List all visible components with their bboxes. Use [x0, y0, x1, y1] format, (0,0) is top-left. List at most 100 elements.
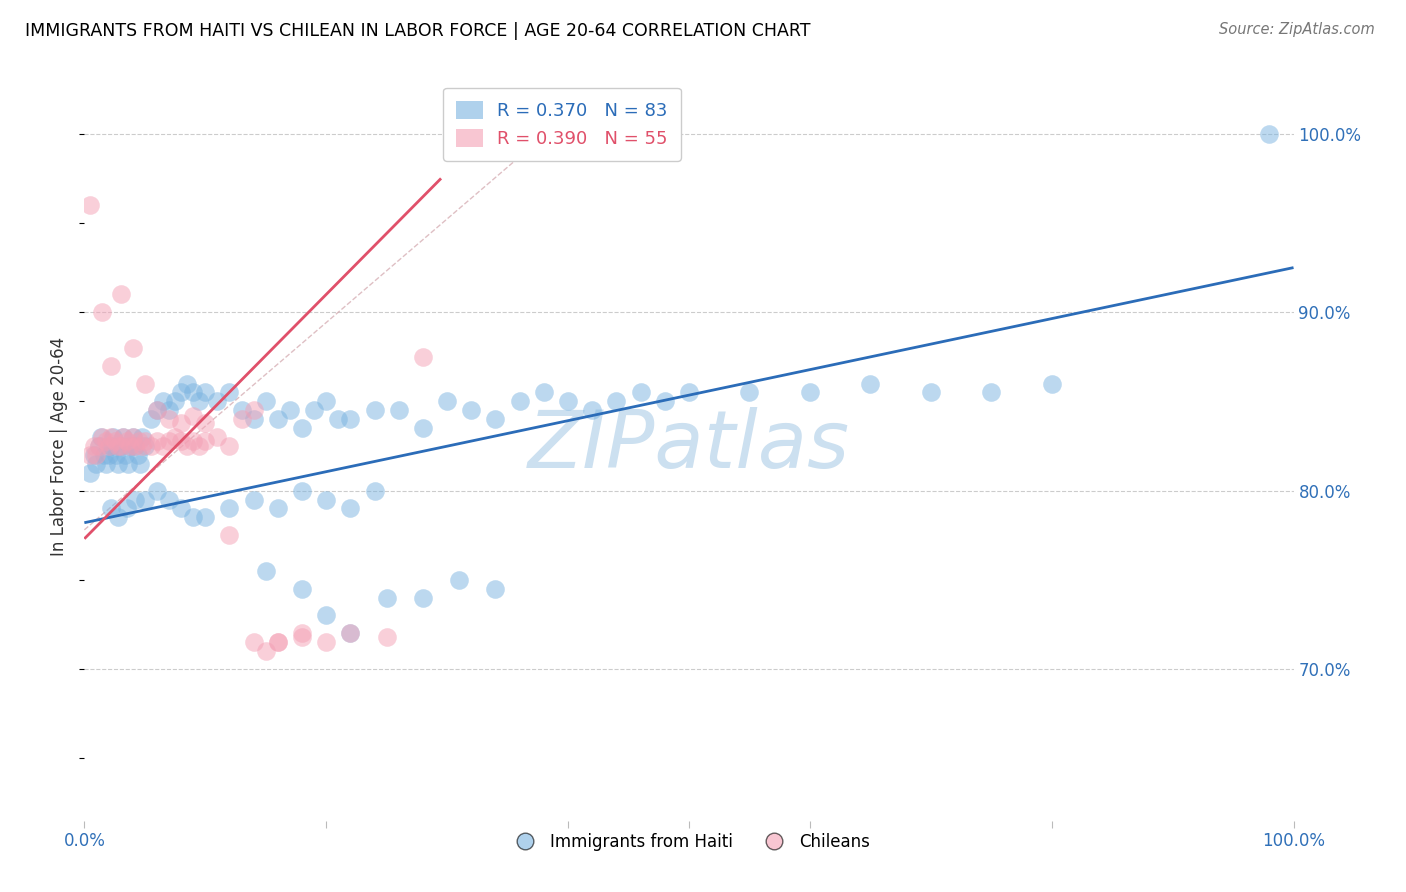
- Point: [188, 394, 211, 409]
- Point: [152, 439, 174, 453]
- Point: [79, 466, 101, 480]
- Point: [157, 403, 180, 417]
- Point: [121, 430, 143, 444]
- Point: [291, 421, 314, 435]
- Point: [94, 457, 117, 471]
- Point: [170, 416, 193, 430]
- Point: [194, 434, 217, 448]
- Point: [557, 394, 579, 409]
- Point: [509, 394, 531, 409]
- Point: [207, 430, 229, 444]
- Point: [315, 608, 337, 623]
- Point: [129, 457, 152, 471]
- Point: [107, 457, 129, 471]
- Point: [93, 448, 115, 462]
- Point: [114, 448, 136, 462]
- Legend: Immigrants from Haiti, Chileans: Immigrants from Haiti, Chileans: [501, 826, 877, 857]
- Point: [242, 492, 264, 507]
- Point: [181, 409, 204, 423]
- Point: [121, 430, 143, 444]
- Point: [146, 403, 169, 417]
- Point: [110, 439, 132, 453]
- Point: [267, 635, 290, 649]
- Point: [291, 483, 314, 498]
- Point: [124, 492, 146, 507]
- Point: [412, 421, 434, 435]
- Point: [79, 198, 101, 212]
- Point: [131, 430, 153, 444]
- Point: [484, 582, 506, 596]
- Point: [291, 626, 314, 640]
- Point: [181, 434, 204, 448]
- Point: [375, 591, 398, 605]
- Point: [218, 439, 240, 453]
- Point: [388, 403, 411, 417]
- Point: [254, 394, 277, 409]
- Point: [91, 430, 114, 444]
- Point: [83, 439, 105, 453]
- Point: [315, 635, 337, 649]
- Text: IMMIGRANTS FROM HAITI VS CHILEAN IN LABOR FORCE | AGE 20-64 CORRELATION CHART: IMMIGRANTS FROM HAITI VS CHILEAN IN LABO…: [25, 22, 811, 40]
- Point: [339, 626, 361, 640]
- Point: [231, 403, 253, 417]
- Point: [654, 394, 676, 409]
- Point: [139, 439, 162, 453]
- Point: [460, 403, 482, 417]
- Point: [291, 582, 314, 596]
- Point: [157, 434, 180, 448]
- Point: [605, 394, 627, 409]
- Point: [799, 385, 821, 400]
- Point: [176, 439, 198, 453]
- Point: [738, 385, 761, 400]
- Point: [97, 439, 120, 453]
- Point: [170, 434, 193, 448]
- Point: [254, 644, 277, 658]
- Point: [157, 492, 180, 507]
- Point: [94, 434, 117, 448]
- Point: [302, 403, 325, 417]
- Point: [278, 403, 301, 417]
- Point: [165, 394, 187, 409]
- Point: [100, 430, 122, 444]
- Point: [79, 448, 101, 462]
- Point: [328, 412, 350, 426]
- Point: [100, 501, 122, 516]
- Point: [121, 341, 143, 355]
- Point: [103, 430, 125, 444]
- Point: [678, 385, 700, 400]
- Point: [87, 439, 110, 453]
- Point: [630, 385, 652, 400]
- Point: [128, 434, 150, 448]
- Point: [86, 457, 108, 471]
- Point: [117, 457, 139, 471]
- Point: [124, 439, 146, 453]
- Point: [131, 439, 153, 453]
- Point: [242, 403, 264, 417]
- Point: [315, 394, 337, 409]
- Point: [242, 412, 264, 426]
- Point: [170, 501, 193, 516]
- Point: [412, 591, 434, 605]
- Point: [1040, 376, 1063, 391]
- Point: [218, 501, 240, 516]
- Point: [176, 376, 198, 391]
- Point: [107, 510, 129, 524]
- Point: [97, 448, 120, 462]
- Point: [484, 412, 506, 426]
- Text: ZIPatlas: ZIPatlas: [527, 407, 851, 485]
- Point: [181, 510, 204, 524]
- Point: [104, 448, 127, 462]
- Point: [412, 350, 434, 364]
- Point: [120, 439, 142, 453]
- Point: [165, 430, 187, 444]
- Point: [218, 385, 240, 400]
- Point: [100, 439, 122, 453]
- Point: [134, 434, 156, 448]
- Point: [194, 416, 217, 430]
- Point: [134, 439, 156, 453]
- Y-axis label: In Labor Force | Age 20-64: In Labor Force | Age 20-64: [51, 336, 69, 556]
- Point: [339, 412, 361, 426]
- Point: [139, 412, 162, 426]
- Point: [339, 626, 361, 640]
- Point: [315, 492, 337, 507]
